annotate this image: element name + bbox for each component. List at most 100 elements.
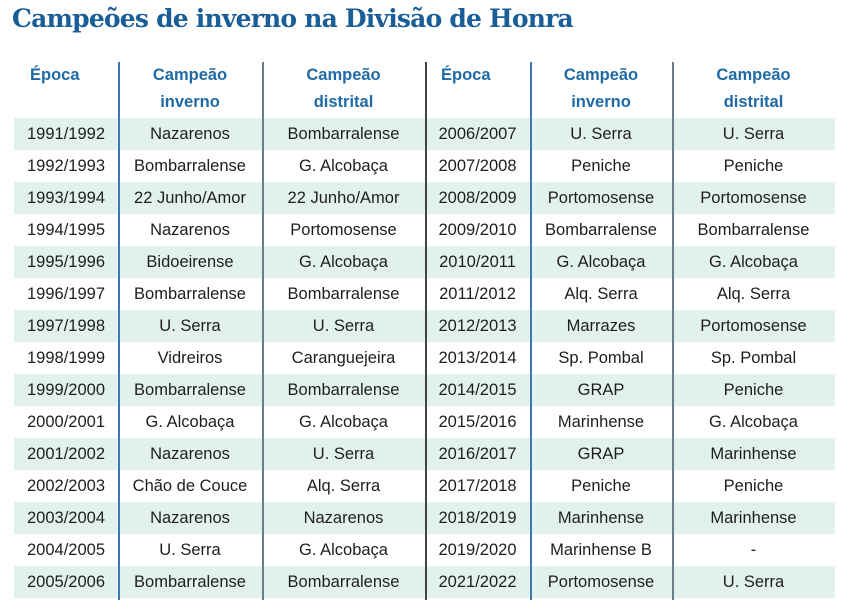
cell-campeao-inverno: Bidoeirense xyxy=(146,253,234,271)
cell-campeao-distrital: Alq. Serra xyxy=(716,285,791,303)
table-row: 2000/2001 G. Alcobaça G. Alcobaça 2015/2016… xyxy=(14,406,835,438)
cell-campeao-inverno: 22 Junho/Amor xyxy=(134,189,246,207)
cell-campeao-inverno: Nazarenos xyxy=(150,125,230,143)
header-line: distrital xyxy=(313,93,374,111)
cell-epoca: 2006/2007 xyxy=(438,125,517,143)
cell-epoca: 1999/2000 xyxy=(27,381,105,399)
cell-campeao-inverno: Portomosense xyxy=(547,573,655,591)
cell-epoca: 2009/2010 xyxy=(438,221,517,239)
cell-campeao-distrital: Alq. Serra xyxy=(306,477,381,495)
cell-campeao-distrital: - xyxy=(750,541,757,559)
table-row: 2003/2004 Nazarenos Nazarenos 2018/2019 Mari… xyxy=(14,502,835,534)
cell-campeao-distrital: G. Alcobaça xyxy=(299,413,388,431)
cell-campeao-inverno: Sp. Pombal xyxy=(558,349,644,367)
table-row: 1994/1995 Nazarenos Portomosense 2009/2010 B… xyxy=(14,214,835,246)
cell-epoca: 1991/1992 xyxy=(27,125,105,143)
cell-campeao-distrital: G. Alcobaça xyxy=(709,413,798,431)
cell-campeao-inverno: GRAP xyxy=(577,445,625,463)
header-campeao-inverno: Campeão inverno xyxy=(118,62,262,118)
cell-campeao-distrital: G. Alcobaça xyxy=(299,253,388,271)
cell-epoca: 2019/2020 xyxy=(438,541,517,559)
cell-campeao-distrital: Marinhense xyxy=(710,445,797,463)
cell-campeao-inverno: Marinhense B xyxy=(550,541,652,559)
cell-campeao-distrital: Portomosense xyxy=(700,189,807,207)
column-divider xyxy=(262,62,264,600)
table-row: 1995/1996 Bidoeirense G. Alcobaça 2010/2011… xyxy=(14,246,835,278)
cell-campeao-inverno: Vidreiros xyxy=(157,349,223,367)
cell-epoca: 2017/2018 xyxy=(438,477,517,495)
cell-epoca: 2021/2022 xyxy=(438,573,517,591)
table-row: 2004/2005 U. Serra G. Alcobaça 2019/2020 Mar… xyxy=(14,534,835,566)
cell-campeao-distrital: Bombarralense xyxy=(287,573,400,591)
cell-campeao-inverno: U. Serra xyxy=(159,317,221,335)
cell-campeao-distrital: Nazarenos xyxy=(303,509,384,527)
header-campeao-distrital: Campeão distrital xyxy=(262,62,425,118)
header-campeao-inverno: Campeão inverno xyxy=(530,62,672,118)
cell-campeao-distrital: U. Serra xyxy=(312,445,375,463)
header-line: Campeão xyxy=(716,66,791,84)
table-row: 2005/2006 Bombarralense Bombarralense 2021/… xyxy=(14,566,835,598)
cell-campeao-distrital: Peniche xyxy=(723,477,784,495)
cell-campeao-inverno: Marinhense xyxy=(557,413,645,431)
column-divider xyxy=(672,62,674,600)
cell-campeao-distrital: U. Serra xyxy=(722,125,785,143)
cell-campeao-inverno: Bombarralense xyxy=(134,381,246,399)
cell-campeao-distrital: Peniche xyxy=(723,381,784,399)
header-line: Campeão xyxy=(563,66,639,84)
header-line: Campeão xyxy=(306,66,381,84)
cell-epoca: 1994/1995 xyxy=(27,221,105,239)
column-divider xyxy=(425,62,427,600)
header-line: distrital xyxy=(723,93,784,111)
cell-epoca: 2007/2008 xyxy=(438,157,517,175)
table-title: Campeões de inverno na Divisão de Honra xyxy=(12,4,574,33)
header-line: inverno xyxy=(571,93,631,111)
cell-epoca: 2003/2004 xyxy=(27,509,105,527)
cell-campeao-inverno: Peniche xyxy=(571,477,631,495)
cell-campeao-distrital: G. Alcobaça xyxy=(709,253,798,271)
table-row: 1993/1994 22 Junho/Amor 22 Junho/Amor 2008/… xyxy=(14,182,835,214)
header-line: Época xyxy=(30,66,80,84)
cell-epoca: 2002/2003 xyxy=(27,477,105,495)
cell-campeao-inverno: Nazarenos xyxy=(150,445,230,463)
cell-campeao-inverno: Marinhense xyxy=(557,509,645,527)
cell-campeao-distrital: Caranguejeira xyxy=(291,349,396,367)
cell-epoca: 2013/2014 xyxy=(438,349,517,367)
cell-epoca: 1997/1998 xyxy=(27,317,105,335)
cell-epoca: 2008/2009 xyxy=(438,189,517,207)
table-row: 2001/2002 Nazarenos U. Serra 2016/2017 GRAP M… xyxy=(14,438,835,470)
cell-campeao-inverno: U. Serra xyxy=(570,125,632,143)
table-row: 1992/1993 Bombarralense G. Alcobaça 2007/20… xyxy=(14,150,835,182)
cell-epoca: 2015/2016 xyxy=(438,413,517,431)
cell-campeao-inverno: Marrazes xyxy=(566,317,636,335)
cell-campeao-inverno: Bombarralense xyxy=(134,157,246,175)
cell-epoca: 1996/1997 xyxy=(27,285,105,303)
cell-campeao-distrital: G. Alcobaça xyxy=(299,157,388,175)
cell-campeao-distrital: Sp. Pombal xyxy=(710,349,797,367)
cell-campeao-distrital: Portomosense xyxy=(700,317,807,335)
table-row: 1991/1992 Nazarenos Bombarralense 2006/2007… xyxy=(14,118,835,150)
cell-epoca: 1993/1994 xyxy=(27,189,105,207)
cell-epoca: 2005/2006 xyxy=(27,573,105,591)
header-campeao-distrital: Campeão distrital xyxy=(672,62,835,118)
cell-campeao-distrital: Bombarralense xyxy=(287,381,400,399)
cell-campeao-distrital: Portomosense xyxy=(290,221,397,239)
cell-campeao-distrital: U. Serra xyxy=(722,573,785,591)
header-epoca: Época xyxy=(14,62,118,118)
column-divider xyxy=(118,62,120,600)
cell-campeao-distrital: Peniche xyxy=(723,157,784,175)
table-row: 1997/1998 U. Serra U. Serra 2012/2013 Marraz… xyxy=(14,310,835,342)
cell-campeao-inverno: Bombarralense xyxy=(134,573,246,591)
cell-campeao-distrital: Bombarralense xyxy=(287,285,400,303)
cell-campeao-inverno: G. Alcobaça xyxy=(556,253,646,271)
cell-epoca: 2001/2002 xyxy=(27,445,105,463)
table-row: 1996/1997 Bombarralense Bombarralense 2011/… xyxy=(14,278,835,310)
cell-campeao-distrital: Marinhense xyxy=(710,509,797,527)
cell-epoca: 2004/2005 xyxy=(27,541,105,559)
cell-campeao-inverno: GRAP xyxy=(577,381,625,399)
cell-campeao-distrital: 22 Junho/Amor xyxy=(287,189,400,207)
cell-campeao-distrital: G. Alcobaça xyxy=(299,541,388,559)
cell-epoca: 2012/2013 xyxy=(438,317,517,335)
header-line: Campeão xyxy=(152,66,228,84)
cell-epoca: 2014/2015 xyxy=(438,381,517,399)
cell-campeao-distrital: Bombarralense xyxy=(287,125,400,143)
